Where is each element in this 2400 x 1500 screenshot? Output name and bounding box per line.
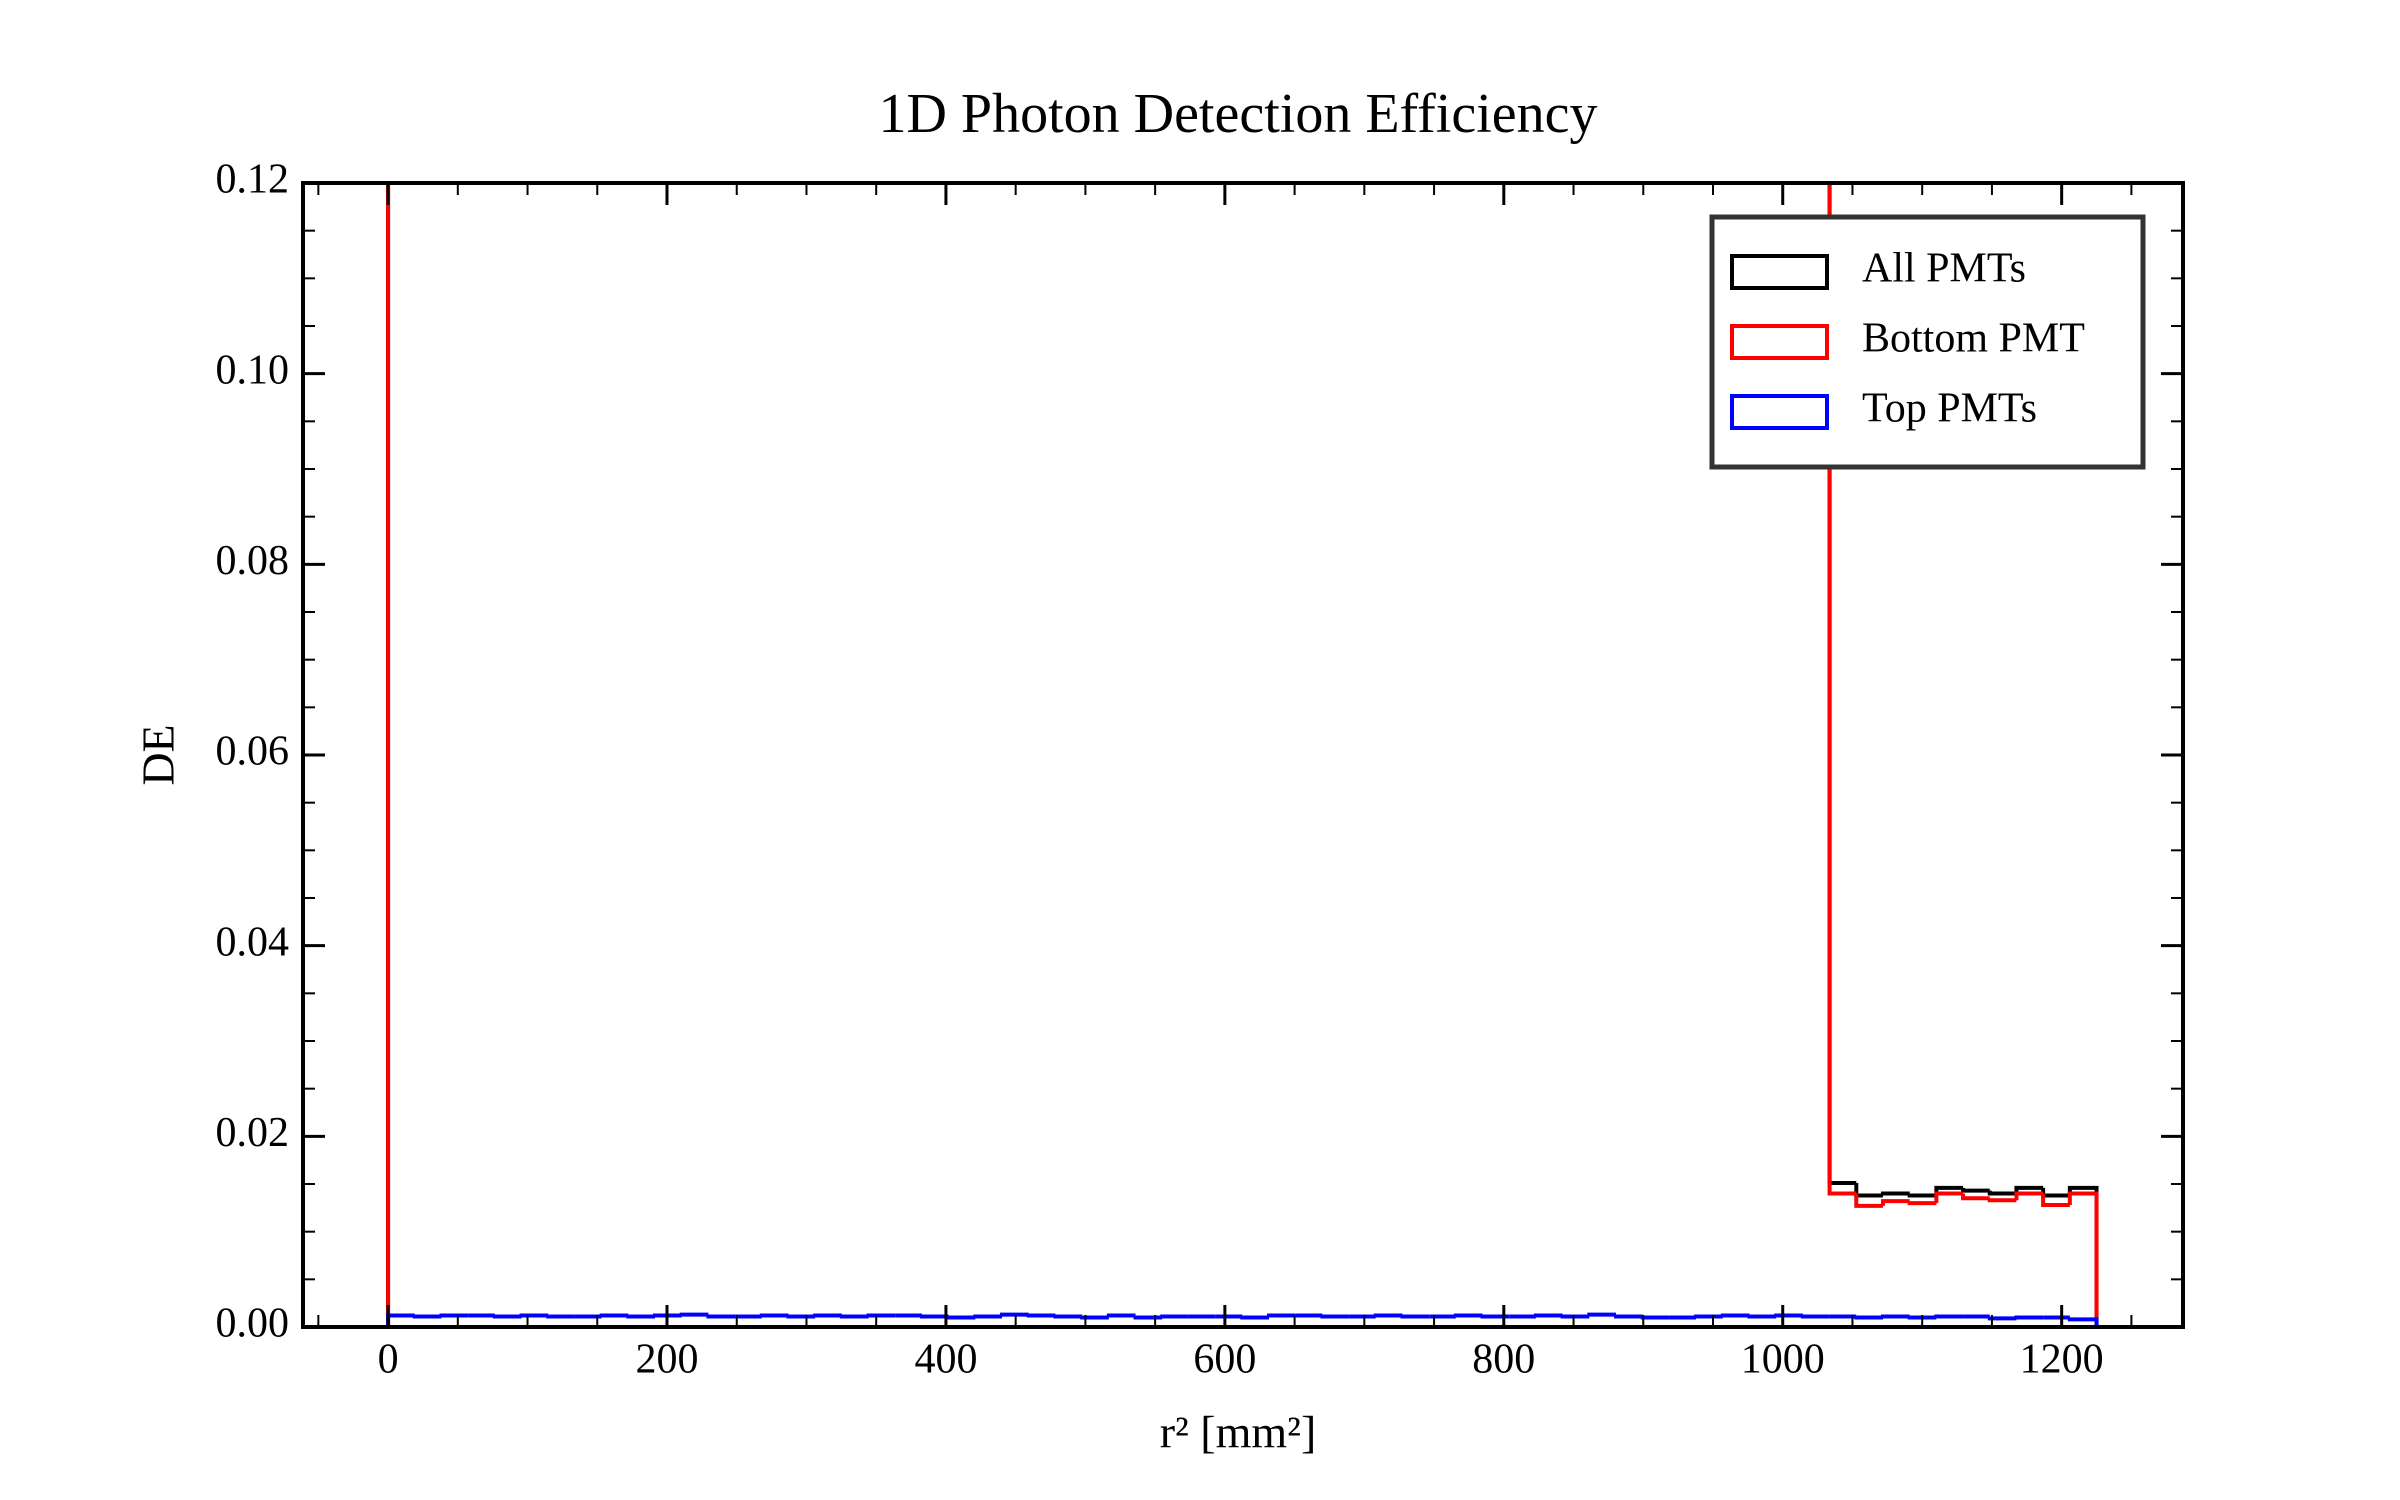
histogram-step [1160, 1314, 1189, 1319]
histogram-step [919, 1314, 949, 1319]
histogram-step [2067, 1317, 2099, 1327]
histogram-step [599, 1313, 629, 1318]
y-tick-label: 0.10 [216, 347, 290, 393]
histogram-step [1026, 1313, 1056, 1318]
histogram-step [1480, 1314, 1510, 1319]
histogram-step [1934, 1191, 1964, 1204]
legend-label: Top PMTs [1862, 386, 2037, 432]
histogram-step [1614, 1314, 1643, 1319]
histogram-step [1854, 1193, 1883, 1208]
x-tick-label: 600 [1193, 1337, 1256, 1383]
histogram-step [1400, 1314, 1430, 1319]
histogram-step [1533, 1313, 1563, 1318]
legend-swatch [1730, 324, 1829, 360]
y-tick-label: 0.02 [216, 1110, 290, 1156]
x-tick-label: 200 [636, 1337, 699, 1383]
histogram-step [519, 1313, 549, 1318]
histogram-step [626, 1314, 656, 1319]
histogram-step [1907, 1201, 1937, 1206]
x-tick-label: 400 [914, 1337, 977, 1383]
histogram-step [1240, 1315, 1269, 1320]
histogram-step [1961, 1193, 1990, 1201]
histogram-step [2014, 1315, 2044, 1320]
y-tick-label: 0.06 [216, 729, 290, 775]
histogram-step [1560, 1314, 1590, 1319]
histogram-step [1987, 1316, 2017, 1321]
histogram-step [412, 1314, 442, 1319]
histogram-step [839, 1314, 869, 1319]
plot-frame [301, 181, 2185, 1329]
histogram-step [1880, 1191, 1910, 1196]
histogram-step [1373, 1313, 1403, 1318]
histogram-step [706, 1314, 736, 1319]
histogram-step [1774, 1313, 1803, 1318]
histogram-step [1106, 1313, 1136, 1318]
y-tick-label: 0.04 [216, 919, 290, 965]
histogram-step [439, 1313, 469, 1318]
histogram-step [1907, 1193, 1937, 1198]
histogram-step [653, 1313, 682, 1318]
histogram-step [1747, 1314, 1777, 1319]
legend-swatch [1730, 254, 1829, 290]
histogram-step [679, 1312, 709, 1317]
histogram-step [1800, 1314, 1830, 1319]
x-tick-label: 0 [378, 1337, 399, 1383]
histogram-step [492, 1314, 522, 1319]
x-tick-label: 1200 [2020, 1337, 2104, 1383]
histogram-step [1694, 1314, 1723, 1319]
x-tick-label: 1000 [1741, 1337, 1825, 1383]
histogram-step [1133, 1315, 1163, 1320]
histogram-step [1587, 1312, 1617, 1317]
histogram-step [946, 1315, 976, 1320]
histogram-step [759, 1313, 789, 1318]
histogram-step [1880, 1199, 1910, 1206]
histogram-step [1320, 1314, 1350, 1319]
histogram-step [1854, 1315, 1883, 1320]
histogram-step [1934, 1314, 1964, 1319]
histogram-step [813, 1313, 842, 1318]
histogram-step [1640, 1315, 1670, 1320]
histogram-step [1000, 1312, 1029, 1317]
histogram-step [546, 1314, 575, 1319]
histogram-step [866, 1313, 896, 1318]
y-tick-label: 0.08 [216, 538, 290, 584]
histogram-step [1720, 1313, 1750, 1318]
histogram-step [1880, 1314, 1910, 1319]
histogram-step [2041, 1193, 2070, 1207]
chart-title: 1D Photon Detection Efficiency [878, 83, 1597, 145]
histogram-step [386, 183, 391, 1327]
histogram-step [1987, 1198, 2017, 1203]
x-axis-label: r² [mm²] [1160, 1407, 1317, 1458]
histogram-step [1453, 1313, 1483, 1318]
histogram-step [2067, 1185, 2099, 1327]
histogram-step [1827, 183, 1857, 1186]
histogram-step [2067, 1191, 2099, 1327]
legend-swatch [1730, 394, 1829, 430]
x-tick-label: 800 [1472, 1337, 1535, 1383]
histogram-step [1961, 1187, 1990, 1193]
y-axis-label: DE [133, 724, 184, 785]
histogram-step [1907, 1315, 1937, 1320]
legend-box [1709, 214, 2146, 470]
histogram-step [1987, 1190, 2017, 1196]
plot-area [386, 183, 2099, 1327]
histogram-step [1267, 1313, 1296, 1318]
histogram-step [2014, 1191, 2044, 1201]
histogram-step [2041, 1187, 2070, 1198]
histogram-step [786, 1314, 816, 1319]
histogram-step [386, 183, 391, 1327]
legend-label: All PMTs [1862, 246, 2026, 292]
histogram-step [1053, 1314, 1083, 1319]
histogram-step [1080, 1315, 1109, 1320]
histogram-step [973, 1314, 1003, 1319]
y-tick-label: 0.12 [216, 157, 290, 203]
histogram-step [1827, 183, 1857, 1196]
histogram-step [1854, 1183, 1883, 1198]
y-tick-label: 0.00 [216, 1301, 290, 1347]
legend-label: Bottom PMT [1862, 316, 2085, 362]
legend: All PMTs Bottom PMT Top PMTs [1709, 214, 2146, 470]
